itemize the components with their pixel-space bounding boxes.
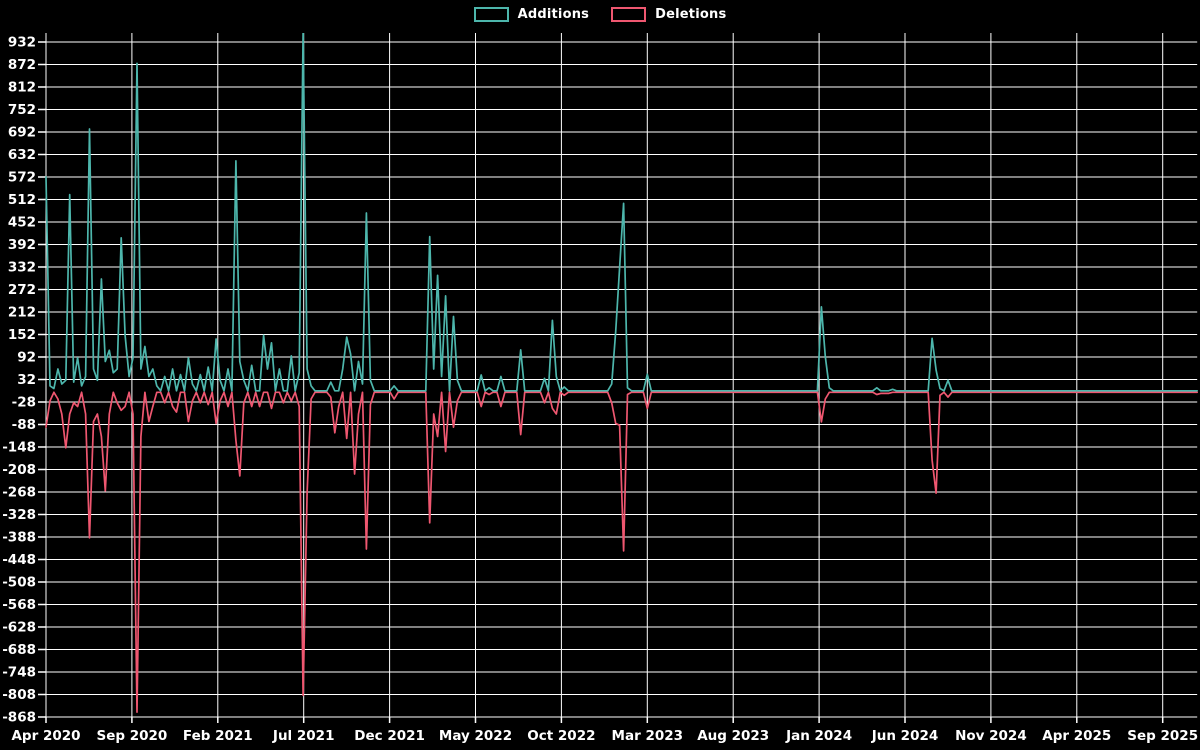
y-tick-label: -328: [2, 507, 36, 523]
deletions-swatch-icon: [611, 7, 647, 22]
y-tick-label: 392: [8, 237, 36, 253]
y-tick-label: 32: [17, 372, 36, 388]
series-line-additions: [45, 33, 1199, 392]
x-tick-label: Jul 2021: [272, 728, 335, 744]
y-tick-label: 332: [8, 260, 36, 276]
legend-item-deletions[interactable]: Deletions: [611, 7, 726, 22]
y-tick-label: -508: [2, 575, 36, 591]
y-tick-label: -628: [2, 620, 36, 636]
y-tick-label: 512: [8, 192, 36, 208]
y-tick-label: 452: [8, 215, 36, 231]
y-tick-label: 212: [8, 305, 36, 321]
y-tick-label: -688: [2, 642, 36, 658]
y-tick-label: 632: [8, 147, 36, 163]
y-tick-label: -208: [2, 462, 36, 478]
x-tick-label: Feb 2021: [183, 728, 253, 744]
y-tick-label: -28: [12, 395, 36, 411]
legend-item-additions[interactable]: Additions: [473, 7, 590, 22]
x-tick-label: Sep 2025: [1127, 728, 1198, 744]
chart-legend: Additions Deletions: [0, 7, 1200, 22]
y-tick-label: -388: [2, 530, 36, 546]
y-tick-label: 752: [8, 102, 36, 118]
additions-swatch-icon: [473, 7, 509, 22]
y-tick-label: 92: [17, 350, 36, 366]
y-tick-label: -868: [2, 710, 36, 726]
x-tick-label: Jun 2024: [871, 728, 939, 744]
y-tick-label: 152: [8, 327, 36, 343]
y-tick-label: -268: [2, 485, 36, 501]
series-line-deletions: [45, 391, 1199, 713]
y-tick-label: 812: [8, 80, 36, 96]
legend-deletions-label: Deletions: [655, 7, 727, 22]
x-tick-label: Aug 2023: [697, 728, 769, 744]
y-tick-label: -148: [2, 440, 36, 456]
x-tick-label: Jan 2024: [785, 728, 852, 744]
y-tick-label: 932: [8, 35, 36, 51]
x-tick-label: Apr 2020: [11, 728, 80, 744]
x-tick-label: Nov 2024: [955, 728, 1027, 744]
y-tick-label: 692: [8, 125, 36, 141]
x-tick-label: Apr 2025: [1042, 728, 1111, 744]
y-tick-label: -808: [2, 687, 36, 703]
x-tick-label: Mar 2023: [612, 728, 683, 744]
x-tick-label: Sep 2020: [96, 728, 167, 744]
y-tick-label: 572: [8, 170, 36, 186]
y-tick-label: 872: [8, 57, 36, 73]
y-tick-label: -748: [2, 665, 36, 681]
y-tick-label: 272: [8, 282, 36, 298]
x-tick-label: May 2022: [439, 728, 512, 744]
legend-additions-label: Additions: [517, 7, 590, 22]
y-tick-label: -568: [2, 597, 36, 613]
x-tick-label: Dec 2021: [354, 728, 425, 744]
y-tick-label: -88: [12, 417, 36, 433]
x-tick-label: Oct 2022: [527, 728, 595, 744]
y-tick-label: -448: [2, 552, 36, 568]
